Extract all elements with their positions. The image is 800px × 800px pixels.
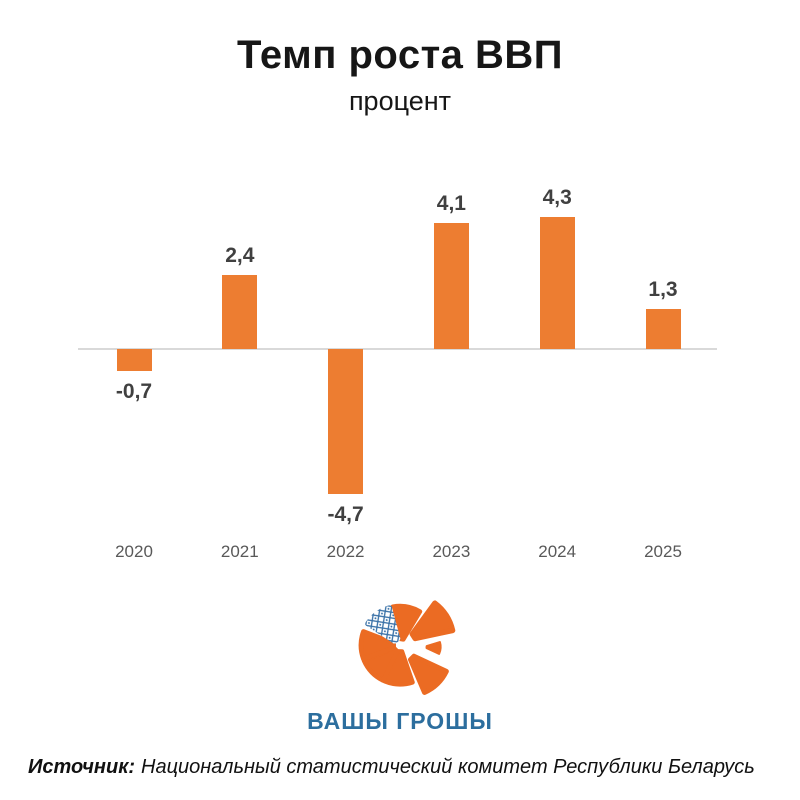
- x-tick-label: 2024: [538, 542, 577, 561]
- source-text: Национальный статистический комитет Респ…: [141, 756, 755, 778]
- x-tick-label: 2020: [115, 542, 153, 561]
- bar: [116, 349, 152, 371]
- chart-subtitle: процент: [348, 86, 452, 116]
- bar-value-label: 1,3: [648, 277, 678, 301]
- chart-header: Темп роста ВВП процент: [0, 32, 800, 117]
- x-tick-label: 2021: [220, 542, 259, 561]
- x-tick-label: 2023: [432, 542, 471, 561]
- bar: [539, 216, 575, 349]
- bar-value-label: -4,7: [327, 502, 364, 526]
- logo-text: ВАШЫ ГРОШЫ: [307, 708, 493, 734]
- bar-value-label: 2,4: [225, 244, 255, 268]
- pie-coin-logo-icon: [358, 600, 456, 695]
- x-tick-label: 2025: [644, 542, 682, 561]
- bar: [645, 308, 681, 349]
- x-tick-label: 2022: [326, 542, 365, 561]
- bar: [328, 349, 364, 494]
- logo: ВАШЫ ГРОШЫ: [0, 588, 800, 735]
- zero-axis-line: [78, 348, 717, 350]
- bar-value-label: -0,7: [115, 379, 153, 403]
- chart-title: Темп роста ВВП: [236, 33, 564, 77]
- bar-value-label: 4,1: [436, 191, 466, 215]
- bar: [433, 222, 469, 349]
- bar: [222, 275, 258, 349]
- source-note: Источник: Национальный статистический ком…: [28, 756, 780, 779]
- source-label: Источник:: [28, 756, 136, 778]
- bar-value-label: 4,3: [542, 185, 572, 209]
